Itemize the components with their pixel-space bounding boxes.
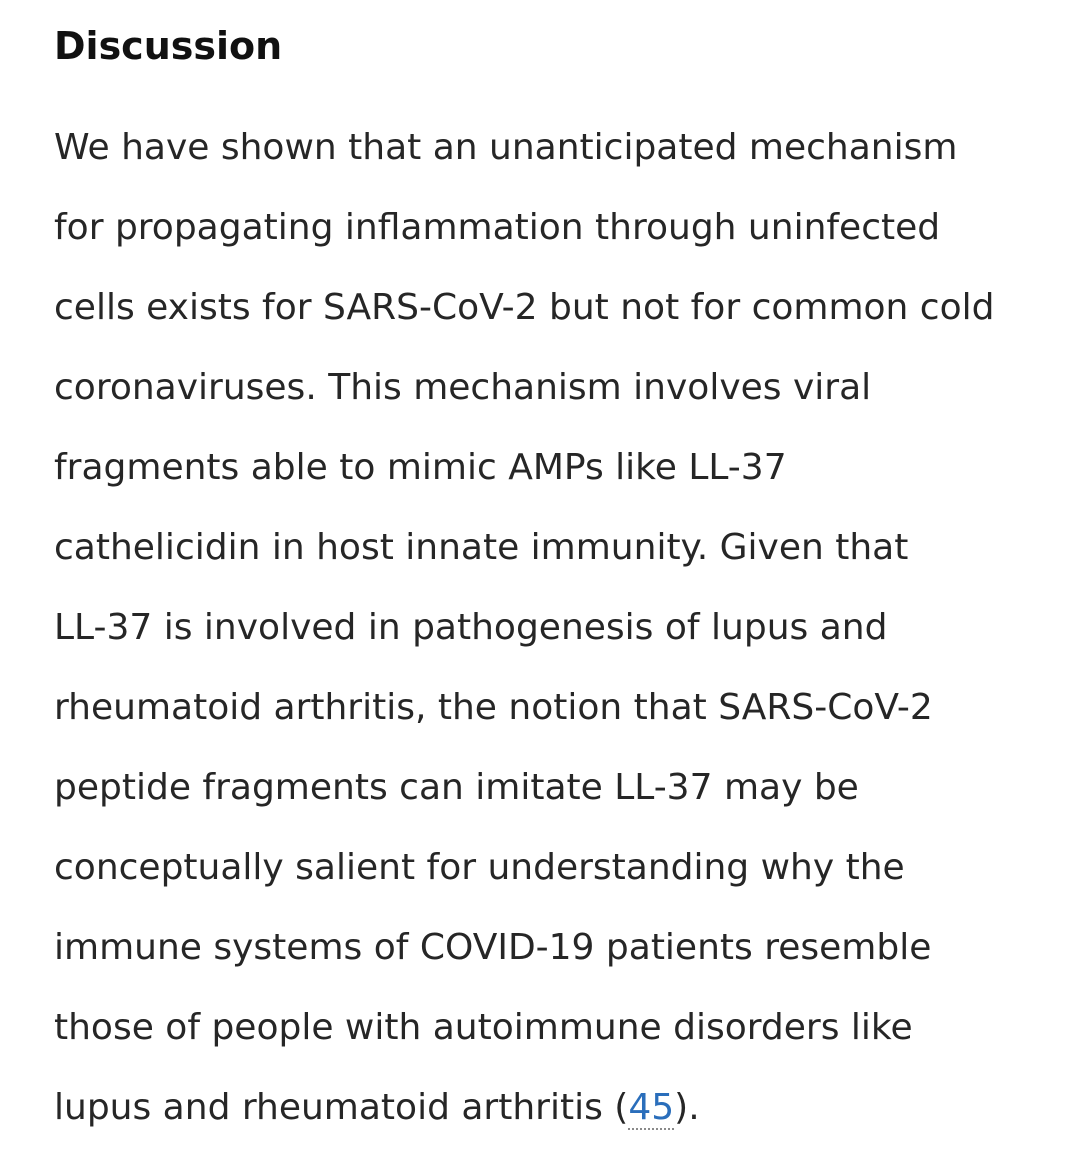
paragraph-line: those of people with autoimmune disorder… <box>54 1007 913 1048</box>
paragraph-last-line: lupus and rheumatoid arthritis (45). <box>54 1068 1044 1148</box>
paragraph-line: immune systems of COVID-19 patients rese… <box>54 927 932 968</box>
paragraph-line: fragments able to mimic AMPs like LL-37 <box>54 447 787 488</box>
paragraph-line: for propagating inflammation through uni… <box>54 207 941 248</box>
reference-link-45[interactable]: 45 <box>628 1087 675 1130</box>
last-line-text: lupus and rheumatoid arthritis ( <box>54 1087 629 1128</box>
paragraph-line: conceptually salient for understanding w… <box>54 847 905 888</box>
paragraph-line: cathelicidin in host innate immunity. Gi… <box>54 527 909 568</box>
paragraph-line: LL-37 is involved in pathogenesis of lup… <box>54 607 888 648</box>
section-heading: Discussion <box>54 24 283 68</box>
last-line-closing: ). <box>674 1087 700 1128</box>
paragraph-line: cells exists for SARS-CoV-2 but not for … <box>54 287 995 328</box>
discussion-paragraph: We have shown that an unanticipated mech… <box>54 108 1044 1148</box>
paragraph-line: We have shown that an unanticipated mech… <box>54 127 958 168</box>
paragraph-line: coronaviruses. This mechanism involves v… <box>54 367 872 408</box>
paragraph-line: rheumatoid arthritis, the notion that SA… <box>54 687 933 728</box>
paragraph-line: peptide fragments can imitate LL-37 may … <box>54 767 859 808</box>
